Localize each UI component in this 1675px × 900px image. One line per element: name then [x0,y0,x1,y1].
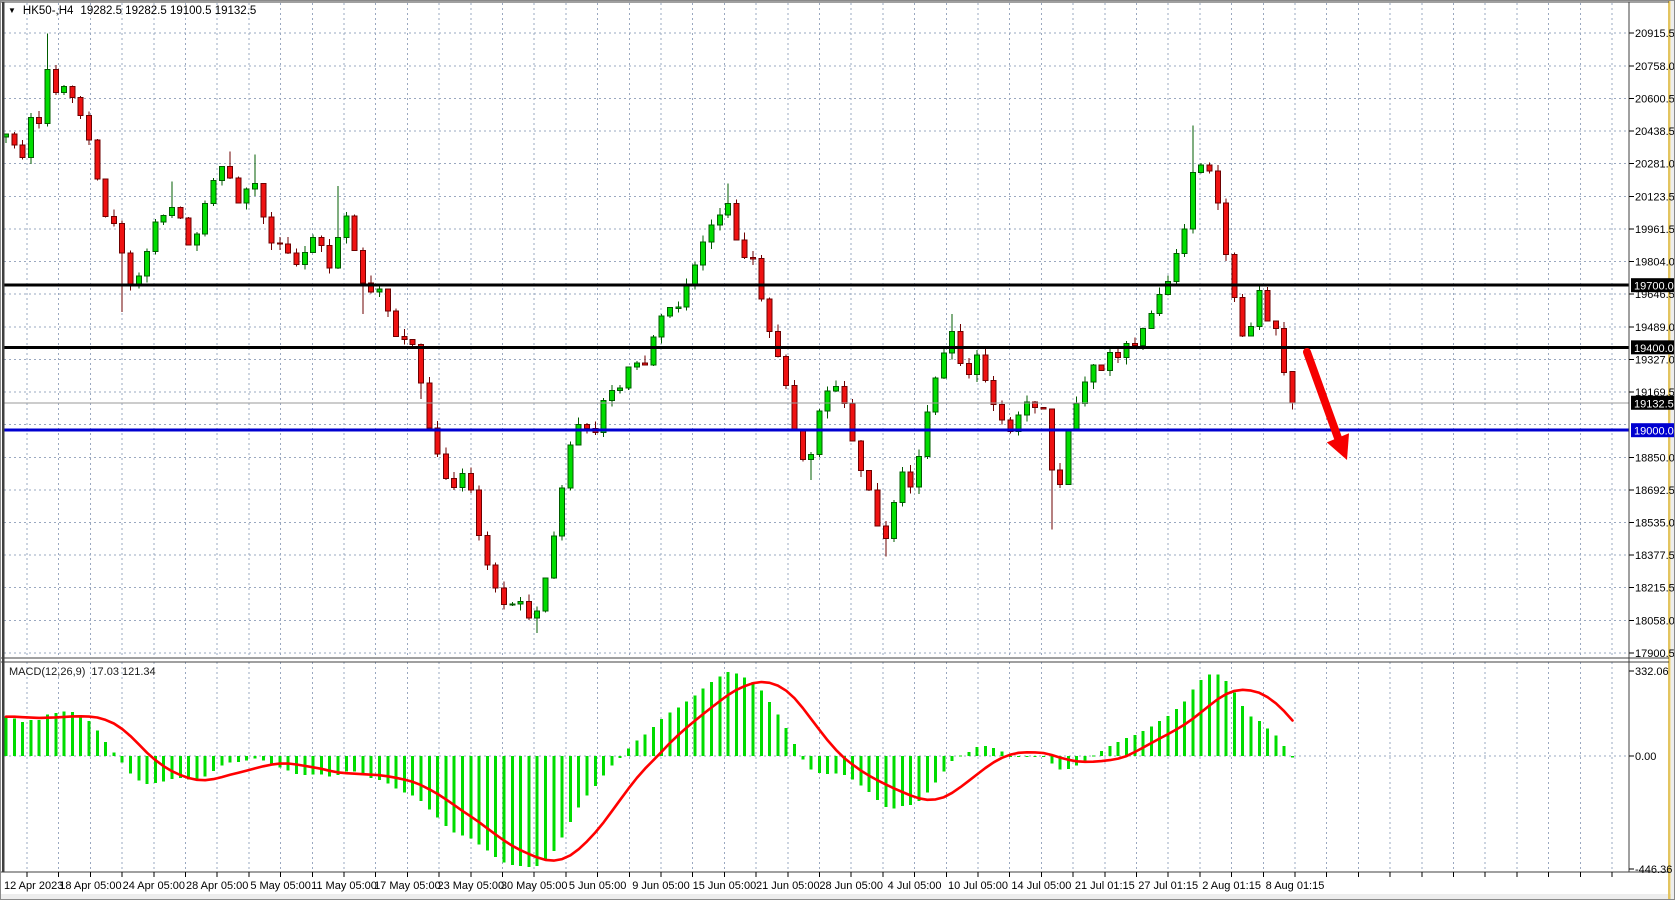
price-tick-label: 20281.0 [1635,159,1675,171]
macd-signal-line [4,680,1294,862]
time-tick-label: 28 Jun 05:00 [819,880,883,892]
macd-axis[interactable]: 332.06 0.00 -446.36 [1629,666,1672,876]
time-tick-label: 5 Jun 05:00 [569,880,627,892]
price-axis[interactable]: 20915.5 20758.0 20600.5 20438.5 20281.0 20123… [1629,28,1675,660]
price-tick-label: 18377.5 [1635,550,1675,562]
macd-name: MACD(12,26,9) [9,665,86,678]
time-tick-label: 11 May 05:00 [311,880,377,892]
macd-histogram [4,672,1294,867]
macd-values: 17.03 121.34 [91,665,156,678]
price-badge-label: 19700.0 [1634,281,1674,293]
time-tick-label: 27 Jul 01:15 [1138,880,1198,892]
price-badge-label: 19132.5 [1634,398,1674,410]
time-tick-label: 5 May 05:00 [250,880,311,892]
time-tick-label: 10 Jul 05:00 [948,880,1008,892]
price-badge [1631,395,1674,410]
pane-separator[interactable] [1,657,1669,873]
price-tick-label: 20915.5 [1635,28,1675,40]
time-tick-label: 2 Aug 01:15 [1202,880,1261,892]
macd-axis-label: 0.00 [1635,751,1656,763]
price-tick-label: 18535.0 [1635,518,1675,530]
time-tick-label: 17 May 05:00 [374,880,441,892]
trend-arrow[interactable] [1303,348,1350,460]
time-tick-label: 28 Apr 05:00 [186,880,248,892]
price-tick-label: 20758.0 [1635,61,1675,73]
pane-borders [1,1,1669,872]
time-tick-label: 23 May 05:00 [437,880,504,892]
time-tick-label: 12 Apr 2023 [4,880,63,892]
time-tick-label: 4 Jul 05:00 [888,880,942,892]
price-tick-label: 17900.5 [1635,648,1675,660]
price-tick-label: 19804.0 [1635,257,1675,269]
price-badge [1631,340,1674,355]
time-tick-label: 21 Jul 01:15 [1075,880,1135,892]
macd-indicator-label: MACD(12,26,9) 17.03 121.34 [9,665,156,678]
time-tick-label: 15 Jun 05:00 [693,880,757,892]
price-tick-label: 19327.0 [1635,354,1675,366]
price-tick-label: 19489.0 [1635,322,1675,334]
horizontal-level-lines[interactable] [4,283,1629,432]
time-tick-label: 14 Jul 05:00 [1011,880,1071,892]
symbol-period-label: HK50-,H4 [22,5,74,17]
symbol-title: ▼ HK50-,H4 19282.5 19282.5 19100.5 19132… [8,4,256,18]
price-tick-label: 18215.5 [1635,583,1675,595]
grid-lines [4,3,1629,872]
price-badge-label: 19000.0 [1634,426,1674,438]
time-tick-label: 24 Apr 05:00 [123,880,185,892]
macd-axis-label: 332.06 [1635,666,1669,678]
price-badge [1631,278,1674,293]
price-tick-label: 20438.5 [1635,126,1675,138]
chevron-down-icon[interactable]: ▼ [8,6,16,15]
price-tick-label: 19961.5 [1635,224,1675,236]
price-tick-label: 20123.5 [1635,191,1675,203]
ohlc-values: 19282.5 19282.5 19100.5 19132.5 [80,5,257,17]
time-tick-label: 30 May 05:00 [501,880,568,892]
time-tick-label: 8 Aug 01:15 [1266,880,1325,892]
time-tick-label: 18 Apr 05:00 [59,880,121,892]
price-tick-label: 20600.5 [1635,93,1675,105]
price-tick-label: 18850.0 [1635,452,1675,464]
price-tick-label: 18692.5 [1635,485,1675,497]
time-tick-label: 21 Jun 05:00 [756,880,820,892]
price-tick-label: 18058.0 [1635,615,1675,627]
price-badge-label: 19400.0 [1634,343,1674,355]
price-badge [1631,423,1674,438]
macd-axis-label: -446.36 [1635,864,1672,876]
time-tick-label: 9 Jun 05:00 [632,880,690,892]
